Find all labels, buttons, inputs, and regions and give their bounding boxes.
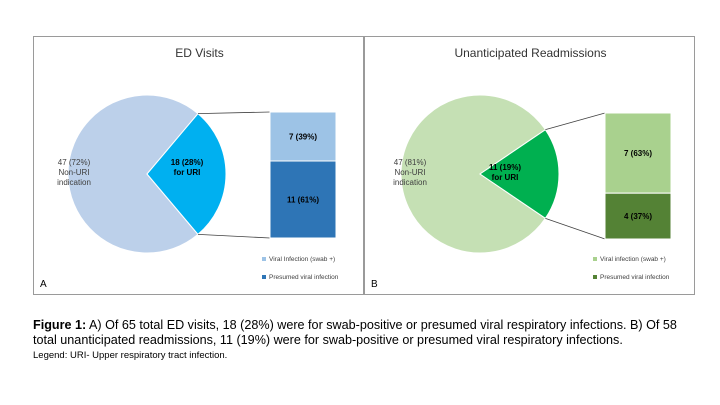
panel-ed-visits: ED Visits A 47 (72%) Non-URI indication 18 (2… — [33, 36, 364, 295]
pie-slice-label: 18 (28%) for URI — [171, 158, 204, 177]
caption-label: Figure 1: — [33, 318, 87, 332]
legend-swatch — [593, 275, 597, 279]
legend-entry: Viral infection (swab +) — [600, 256, 666, 263]
pie-slice — [67, 94, 199, 254]
pie-slice — [479, 128, 560, 220]
chart-title: Unanticipated Readmissions — [454, 46, 606, 60]
legend-entry: Viral Infection (swab +) — [269, 256, 335, 263]
caption-text: A) Of 65 total ED visits, 18 (28%) were … — [33, 318, 677, 347]
legend-entry: Presumed viral infection — [269, 274, 339, 281]
legend-entry: Presumed viral infection — [600, 274, 670, 281]
connector-line — [197, 233, 271, 239]
chart-ed-visits: ED Visits A 47 (72%) Non-URI indication 18 (2… — [40, 46, 339, 290]
pie-slice-label: 47 (81%) Non-URI indication — [393, 158, 427, 187]
bar-segment — [269, 111, 337, 162]
connector-line — [545, 112, 606, 131]
panel-label: A — [40, 279, 47, 290]
pie-slice-label: 11 (19%) for URI — [489, 163, 521, 182]
pie-slice — [400, 94, 547, 254]
chart-readmissions: Unanticipated Readmissions B 47 (81%) Non-U… — [371, 46, 672, 290]
figure-caption: Figure 1: A) Of 65 total ED visits, 18 (… — [33, 318, 698, 348]
bar-segment — [269, 160, 337, 239]
panel-label: B — [371, 279, 378, 290]
bar-segment-label: 4 (37%) — [624, 212, 652, 221]
pie-slice-label: 47 (72%) Non-URI indication — [57, 158, 91, 187]
connector-line — [545, 217, 606, 240]
legend-swatch — [262, 257, 266, 261]
caption-legend: Legend: URI- Upper respiratory tract inf… — [33, 350, 228, 361]
bar-segment-label: 11 (61%) — [287, 196, 319, 205]
connector-line — [197, 111, 271, 115]
chart-title: ED Visits — [175, 46, 223, 60]
bar-segment — [604, 192, 672, 240]
legend-swatch — [262, 275, 266, 279]
bar-segment-label: 7 (39%) — [289, 133, 317, 142]
legend-swatch — [593, 257, 597, 261]
pie-slice — [146, 112, 227, 236]
bar-segment-label: 7 (63%) — [624, 149, 652, 158]
panel-readmissions: Unanticipated Readmissions B 47 (81%) Non-U… — [364, 36, 695, 295]
bar-segment — [604, 112, 672, 194]
